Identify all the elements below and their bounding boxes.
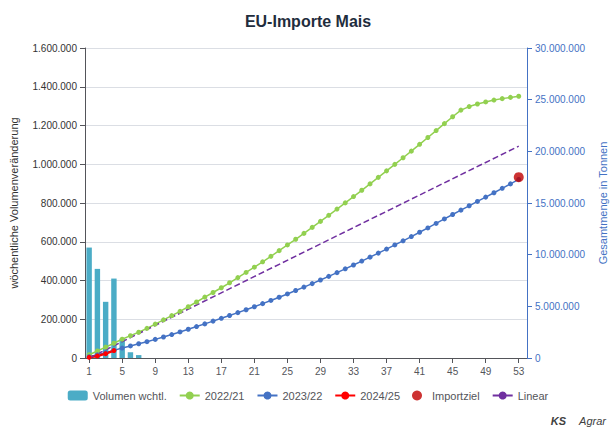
- svg-text:20.000.000: 20.000.000: [535, 146, 585, 157]
- svg-text:25.000.000: 25.000.000: [535, 94, 585, 105]
- svg-text:400.000: 400.000: [41, 275, 78, 286]
- svg-text:2024/25: 2024/25: [360, 390, 400, 402]
- svg-text:17: 17: [216, 366, 228, 377]
- svg-text:Agrar: Agrar: [578, 415, 607, 427]
- svg-text:2022/21: 2022/21: [205, 390, 245, 402]
- svg-text:Importziel: Importziel: [432, 390, 480, 402]
- svg-text:600.000: 600.000: [41, 236, 78, 247]
- svg-text:25: 25: [282, 366, 294, 377]
- svg-text:5: 5: [119, 366, 125, 377]
- svg-text:13: 13: [183, 366, 195, 377]
- svg-text:1.400.000: 1.400.000: [33, 81, 78, 92]
- svg-text:1.600.000: 1.600.000: [33, 43, 78, 54]
- svg-text:0: 0: [535, 353, 541, 364]
- svg-text:1: 1: [86, 366, 92, 377]
- svg-text:9: 9: [152, 366, 158, 377]
- svg-text:2023/22: 2023/22: [282, 390, 322, 402]
- svg-text:33: 33: [348, 366, 360, 377]
- svg-text:29: 29: [315, 366, 327, 377]
- svg-text:10.000.000: 10.000.000: [535, 249, 585, 260]
- svg-text:30.000.000: 30.000.000: [535, 43, 585, 54]
- svg-text:1.200.000: 1.200.000: [33, 120, 78, 131]
- svg-text:5.000.000: 5.000.000: [535, 301, 580, 312]
- svg-text:wöchentliche Volumenveränderun: wöchentliche Volumenveränderung: [8, 117, 20, 289]
- svg-text:53: 53: [513, 366, 525, 377]
- svg-text:KS: KS: [551, 415, 567, 427]
- svg-text:800.000: 800.000: [41, 198, 78, 209]
- svg-text:1.000.000: 1.000.000: [33, 159, 78, 170]
- svg-text:41: 41: [414, 366, 426, 377]
- svg-text:0: 0: [71, 353, 77, 364]
- svg-text:49: 49: [480, 366, 492, 377]
- svg-text:Volumen wchtl.: Volumen wchtl.: [93, 390, 167, 402]
- svg-text:15.000.000: 15.000.000: [535, 198, 585, 209]
- svg-text:Gesamtmenge in Tonnen: Gesamtmenge in Tonnen: [597, 142, 609, 265]
- svg-text:EU-Importe Mais: EU-Importe Mais: [245, 13, 371, 30]
- svg-text:21: 21: [249, 366, 261, 377]
- svg-text:37: 37: [381, 366, 393, 377]
- svg-text:200.000: 200.000: [41, 314, 78, 325]
- svg-text:45: 45: [447, 366, 459, 377]
- svg-text:Linear: Linear: [518, 390, 549, 402]
